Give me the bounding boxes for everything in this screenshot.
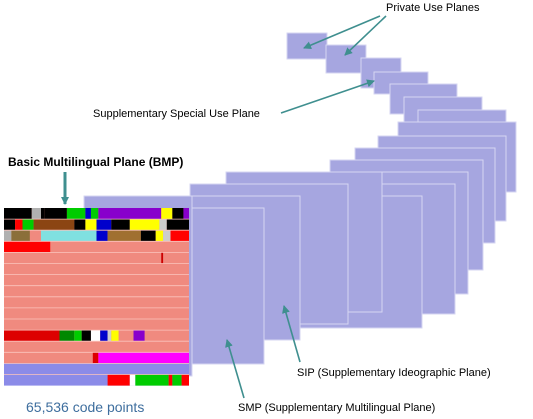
bmp-block-27	[107, 230, 141, 242]
bmp-block-1	[31, 208, 41, 220]
bmp-block-31	[170, 230, 189, 242]
callout-arrows	[61, 15, 387, 399]
bmp-block-12	[15, 219, 23, 231]
bmp-block-40	[107, 330, 112, 342]
bmp-block-20	[159, 219, 167, 231]
bmp-block-14	[33, 219, 75, 231]
bmp-block-18	[111, 219, 130, 231]
bmp-row-10	[4, 319, 189, 331]
bmp-block-50	[172, 374, 182, 386]
code-points-label: 65,536 code points	[26, 399, 144, 415]
arrow-sip	[282, 305, 301, 363]
arrow-smp	[225, 339, 245, 399]
bmp-block-37	[81, 330, 91, 342]
bmp-block-24	[29, 230, 41, 242]
bmp-block-38	[90, 330, 101, 342]
bmp-block-7	[98, 208, 162, 220]
bmp-block-51	[181, 374, 189, 386]
plane-2	[325, 44, 367, 74]
bmp-block-41	[111, 330, 119, 342]
bmp-block-47	[129, 374, 136, 386]
private-use-planes-label: Private Use Planes	[386, 2, 480, 14]
bmp-block-26	[96, 230, 108, 242]
bmp-block-2	[41, 208, 45, 220]
bmp-block-25	[41, 230, 97, 242]
bmp-block-11	[4, 219, 16, 231]
bmp-block-22	[4, 230, 12, 242]
bmp-block-10	[183, 208, 189, 220]
bmp-block-13	[22, 219, 34, 231]
bmp-block-23	[11, 230, 30, 242]
bmp-row-5	[4, 263, 189, 275]
bmp-row-4	[4, 252, 189, 264]
bmp-block-16	[85, 219, 97, 231]
sip-label: SIP (Supplementary Ideographic Plane)	[297, 367, 491, 379]
bmp-grid	[4, 208, 189, 386]
arrow-private-use-2	[344, 15, 387, 56]
bmp-block-8	[161, 208, 173, 220]
bmp-block-43	[133, 330, 145, 342]
bmp-block-28	[140, 230, 156, 242]
bmp-block-6	[90, 208, 99, 220]
bmp-block-29	[155, 230, 164, 242]
bmp-block-42	[118, 330, 134, 342]
bmp-block-9	[172, 208, 184, 220]
bmp-block-45	[98, 352, 189, 364]
bmp-row-12	[4, 341, 189, 353]
bmp-block-0	[4, 208, 32, 220]
bmp-block-35	[59, 330, 75, 342]
bmp-block-33	[161, 252, 164, 264]
bmp-block-5	[85, 208, 91, 220]
smp-label: SMP (Supplementary Multilingual Plane)	[238, 402, 435, 414]
bmp-block-4	[66, 208, 86, 220]
bmp-block-49	[168, 374, 173, 386]
bmp-block-19	[129, 219, 160, 231]
bmp-block-15	[74, 219, 86, 231]
bmp-row-15	[4, 374, 189, 386]
bmp-block-17	[96, 219, 112, 231]
bmp-block-39	[100, 330, 108, 342]
bmp-row-8	[4, 296, 189, 308]
bmp-row-6	[4, 274, 189, 286]
bmp-block-21	[166, 219, 189, 231]
bmp-block-44	[92, 352, 99, 364]
bmp-block-34	[4, 330, 60, 342]
bmp-row-3	[4, 241, 189, 253]
arrow-private-use-1	[303, 15, 381, 49]
bmp-row-7	[4, 285, 189, 297]
special-use-plane-label: Supplementary Special Use Plane	[93, 108, 260, 120]
bmp-label: Basic Multilingual Plane (BMP)	[8, 155, 183, 169]
bmp-block-36	[74, 330, 82, 342]
bmp-block-46	[107, 374, 130, 386]
bmp-block-3	[44, 208, 67, 220]
bmp-block-32	[4, 241, 51, 253]
bmp-block-30	[163, 230, 171, 242]
arrow-special-use	[280, 79, 375, 114]
bmp-row-9	[4, 307, 189, 319]
bmp-row-14	[4, 363, 189, 375]
bmp-block-48	[135, 374, 169, 386]
